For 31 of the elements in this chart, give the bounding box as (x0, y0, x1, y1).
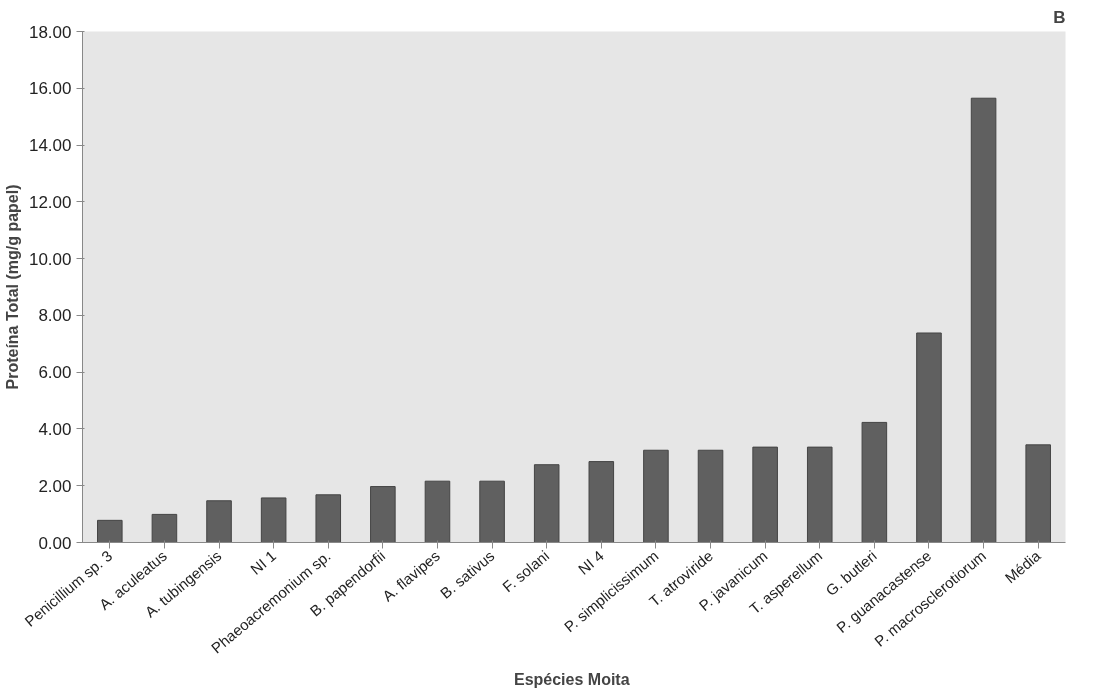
y-tick-label: 16.00 (28, 79, 72, 99)
x-axis-title: Espécies Moita (513, 670, 630, 688)
bar (533, 464, 560, 543)
y-tick-label: 4.00 (38, 419, 72, 439)
y-tick-label: 10.00 (28, 249, 72, 269)
bar (970, 97, 997, 543)
bar (151, 513, 178, 543)
y-tick-label: 0.00 (38, 533, 72, 553)
y-tick-label: 12.00 (28, 192, 72, 212)
bar (206, 500, 232, 543)
bar (315, 494, 342, 543)
y-tick-label: 18.00 (28, 22, 72, 42)
bar (97, 519, 123, 543)
bar (260, 497, 287, 543)
y-tick-label: 6.00 (38, 363, 72, 383)
bar (588, 461, 615, 543)
bar (861, 421, 888, 543)
y-axis-title: Proteína Total (mg/g papel) (3, 184, 21, 390)
bar (479, 480, 505, 543)
bar (424, 480, 451, 543)
y-tick-label: 2.00 (38, 476, 72, 496)
chart-title: B (1053, 7, 1066, 27)
y-tick-label: 14.00 (28, 136, 72, 156)
bar (752, 446, 778, 543)
bar (697, 449, 724, 543)
bar (916, 332, 942, 543)
bar (370, 486, 396, 543)
bar (1025, 444, 1051, 543)
bar (643, 449, 669, 543)
y-tick-label: 8.00 (38, 306, 72, 326)
bar (806, 446, 833, 543)
